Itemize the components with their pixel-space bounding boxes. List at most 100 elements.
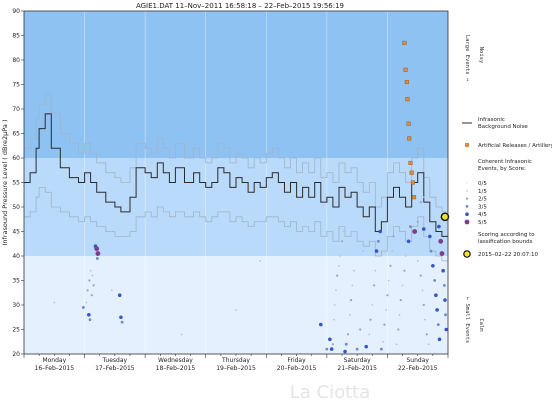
event-point — [425, 333, 428, 336]
y-tick-label: 40 — [12, 253, 20, 260]
artillery-series — [402, 40, 417, 200]
event-point — [382, 340, 384, 343]
event-point — [333, 304, 336, 306]
x-date-label: 21–Feb–2015 — [337, 365, 377, 372]
event-point — [416, 260, 419, 262]
events-series — [53, 196, 450, 354]
event-point — [403, 269, 406, 272]
event-point — [369, 318, 372, 321]
artillery-point — [404, 80, 409, 85]
event-point — [431, 264, 435, 268]
event-point — [433, 279, 437, 282]
legend-score-label: 2/5 — [478, 197, 487, 203]
legend-events-title: Coherent Infrasonic — [478, 159, 532, 165]
event-point — [93, 244, 98, 248]
chart-title: AGIE1.DAT 11–Nov–2011 16:58:18 – 22–Feb–… — [135, 2, 345, 10]
event-point — [95, 251, 101, 256]
legend-score-label: 3/5 — [478, 204, 487, 210]
x-date-label: 19–Feb–2015 — [216, 365, 256, 372]
y-tick-label: 90 — [12, 8, 20, 15]
artillery-point — [405, 97, 410, 102]
event-point — [421, 227, 426, 231]
event-point — [436, 323, 440, 326]
event-point — [444, 313, 447, 317]
event-point — [86, 289, 89, 292]
event-point — [434, 293, 438, 298]
event-point — [355, 347, 359, 351]
event-point — [419, 201, 422, 204]
event-point — [387, 279, 390, 282]
band-2 — [24, 256, 448, 354]
event-point — [398, 314, 401, 316]
event-point — [386, 294, 389, 297]
legend-score-swatch — [465, 205, 469, 208]
legend-highlight-swatch — [463, 250, 471, 258]
artillery-point — [402, 40, 407, 45]
highlight-point — [440, 212, 450, 222]
event-point — [406, 239, 411, 244]
right-label-large: Large Events → — [464, 35, 470, 82]
event-point — [90, 294, 93, 297]
event-point — [429, 249, 433, 253]
event-point — [328, 337, 332, 342]
legend-score-swatch — [465, 197, 469, 200]
event-point — [339, 255, 341, 257]
legend-score-label: 5/5 — [478, 220, 487, 226]
event-point — [117, 293, 122, 298]
event-point — [343, 230, 345, 233]
event-point — [444, 327, 448, 332]
legend-score-swatch — [465, 212, 469, 216]
event-point — [111, 289, 113, 292]
event-point — [435, 308, 439, 312]
y-tick-label: 65 — [12, 131, 20, 138]
event-point — [374, 249, 379, 253]
event-point — [422, 196, 425, 198]
x-day-label: Tuesday — [102, 357, 128, 364]
y-tick-label: 20 — [12, 351, 20, 358]
event-point — [331, 343, 335, 346]
event-point — [364, 344, 369, 349]
event-point — [359, 328, 362, 331]
event-point — [119, 315, 123, 320]
event-point — [399, 299, 402, 302]
artillery-point — [410, 180, 415, 185]
event-point — [422, 303, 425, 307]
event-point — [329, 347, 334, 351]
event-point — [419, 274, 422, 277]
artillery-point — [406, 121, 411, 126]
y-tick-label: 80 — [12, 57, 20, 64]
event-point — [368, 333, 371, 336]
event-point — [441, 268, 445, 273]
legend-score-label: 0/5 — [478, 181, 487, 187]
pressure-bands — [24, 11, 448, 354]
event-point — [379, 347, 383, 351]
x-date-label: 17–Feb–2015 — [95, 365, 135, 372]
y-tick-label: 55 — [12, 180, 20, 187]
legend-artillery-label: Artificial Releases / Artillery — [478, 143, 552, 149]
event-point — [81, 306, 85, 309]
event-point — [91, 274, 94, 277]
noise-median-line — [24, 113, 448, 237]
legend-scoring-note: Scoring according to — [478, 232, 535, 238]
legend-highlight-label: 2015–02–22 20:07:10 — [478, 252, 538, 258]
legend-score-swatch — [464, 219, 470, 225]
x-day-label: Saturday — [344, 357, 371, 364]
event-point — [349, 314, 351, 316]
event-point — [351, 284, 354, 287]
event-point — [88, 279, 91, 282]
y-tick-label: 50 — [12, 204, 20, 211]
event-point — [404, 255, 407, 257]
x-date-label: 20–Feb–2015 — [277, 365, 317, 372]
event-point — [428, 234, 432, 239]
legend-events-title-2: Events, by Score: — [478, 166, 526, 172]
event-point — [437, 337, 442, 342]
event-point — [180, 333, 183, 336]
event-point — [371, 304, 374, 306]
artillery-point — [409, 170, 414, 175]
legend-score-label: 1/5 — [478, 189, 487, 195]
right-label-small: ← Small Events — [464, 297, 470, 343]
event-point — [346, 333, 350, 336]
band-0 — [24, 11, 448, 158]
